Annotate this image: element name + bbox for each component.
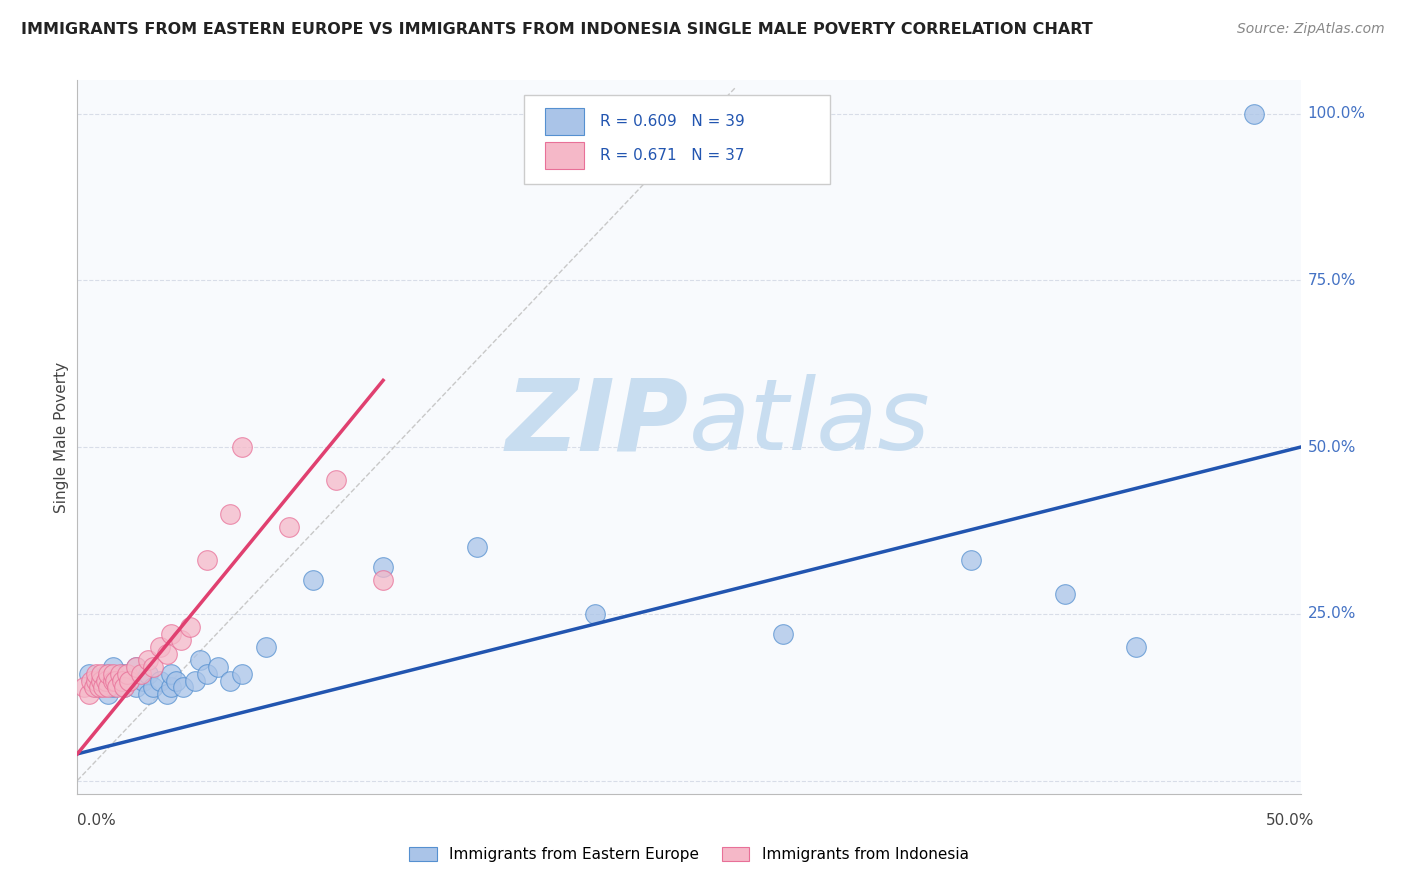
Bar — [544, 108, 583, 136]
Point — [129, 666, 152, 681]
Point — [184, 673, 207, 688]
Point — [149, 640, 172, 655]
Point — [112, 680, 135, 694]
Point — [125, 680, 148, 694]
Point — [125, 660, 148, 674]
Text: Source: ZipAtlas.com: Source: ZipAtlas.com — [1237, 22, 1385, 37]
FancyBboxPatch shape — [524, 95, 830, 184]
Point — [84, 673, 107, 688]
Point — [254, 640, 277, 655]
Point — [80, 673, 103, 688]
Point — [325, 474, 347, 488]
Point — [87, 680, 110, 694]
Point — [160, 666, 183, 681]
Point — [90, 673, 112, 688]
Point — [583, 607, 606, 621]
Point — [207, 660, 229, 674]
Point — [195, 553, 218, 567]
Point — [84, 680, 107, 694]
Y-axis label: Single Male Poverty: Single Male Poverty — [53, 361, 69, 513]
Point — [90, 673, 112, 688]
Text: 50.0%: 50.0% — [1267, 814, 1315, 828]
Point — [112, 666, 135, 681]
Text: 100.0%: 100.0% — [1308, 106, 1365, 121]
Point — [136, 687, 159, 701]
Point — [371, 574, 394, 588]
Point — [160, 680, 183, 694]
Point — [172, 680, 194, 694]
Point — [136, 666, 159, 681]
Point — [97, 687, 120, 701]
Point — [115, 666, 138, 681]
Point — [188, 653, 211, 667]
Point — [108, 666, 131, 681]
Point — [231, 440, 253, 454]
Point — [136, 653, 159, 667]
Point — [195, 666, 218, 681]
Point — [108, 673, 131, 688]
Point — [231, 666, 253, 681]
Text: 25.0%: 25.0% — [1308, 607, 1355, 622]
Point — [160, 627, 183, 641]
Point — [371, 560, 394, 574]
Point — [156, 647, 179, 661]
Point — [73, 680, 96, 694]
Point — [97, 680, 120, 694]
Text: IMMIGRANTS FROM EASTERN EUROPE VS IMMIGRANTS FROM INDONESIA SINGLE MALE POVERTY : IMMIGRANTS FROM EASTERN EUROPE VS IMMIGR… — [21, 22, 1092, 37]
Point — [1243, 106, 1265, 120]
Point — [1125, 640, 1147, 655]
Point — [77, 687, 100, 701]
Point — [101, 673, 124, 688]
Text: R = 0.609   N = 39: R = 0.609 N = 39 — [599, 114, 744, 129]
Point — [132, 673, 155, 688]
Legend: Immigrants from Eastern Europe, Immigrants from Indonesia: Immigrants from Eastern Europe, Immigran… — [404, 840, 974, 868]
Text: ZIP: ZIP — [506, 375, 689, 471]
Point — [170, 633, 193, 648]
Point — [1054, 587, 1077, 601]
Point — [156, 687, 179, 701]
Point — [960, 553, 983, 567]
Point — [91, 680, 114, 694]
Point — [149, 673, 172, 688]
Text: 0.0%: 0.0% — [77, 814, 117, 828]
Point — [465, 540, 488, 554]
Point — [165, 673, 187, 688]
Point — [219, 507, 242, 521]
Point — [97, 666, 120, 681]
Point — [219, 673, 242, 688]
Point — [101, 680, 124, 694]
Point — [118, 673, 141, 688]
Text: atlas: atlas — [689, 375, 931, 471]
Point — [90, 666, 112, 681]
Point — [77, 666, 100, 681]
Point — [104, 673, 127, 688]
Point — [83, 680, 105, 694]
Point — [94, 666, 117, 681]
Point — [772, 627, 794, 641]
Point — [111, 673, 134, 688]
Point — [142, 680, 165, 694]
Point — [118, 673, 141, 688]
Point — [125, 660, 148, 674]
Point — [84, 666, 107, 681]
Point — [94, 673, 117, 688]
Point — [142, 660, 165, 674]
Point — [112, 680, 135, 694]
Point — [301, 574, 323, 588]
Point — [278, 520, 301, 534]
Text: R = 0.671   N = 37: R = 0.671 N = 37 — [599, 148, 744, 163]
Text: 50.0%: 50.0% — [1308, 440, 1355, 455]
Bar — [544, 143, 583, 169]
Point — [101, 660, 124, 674]
Text: 75.0%: 75.0% — [1308, 273, 1355, 288]
Point — [105, 680, 128, 694]
Point — [101, 666, 124, 681]
Point — [179, 620, 201, 634]
